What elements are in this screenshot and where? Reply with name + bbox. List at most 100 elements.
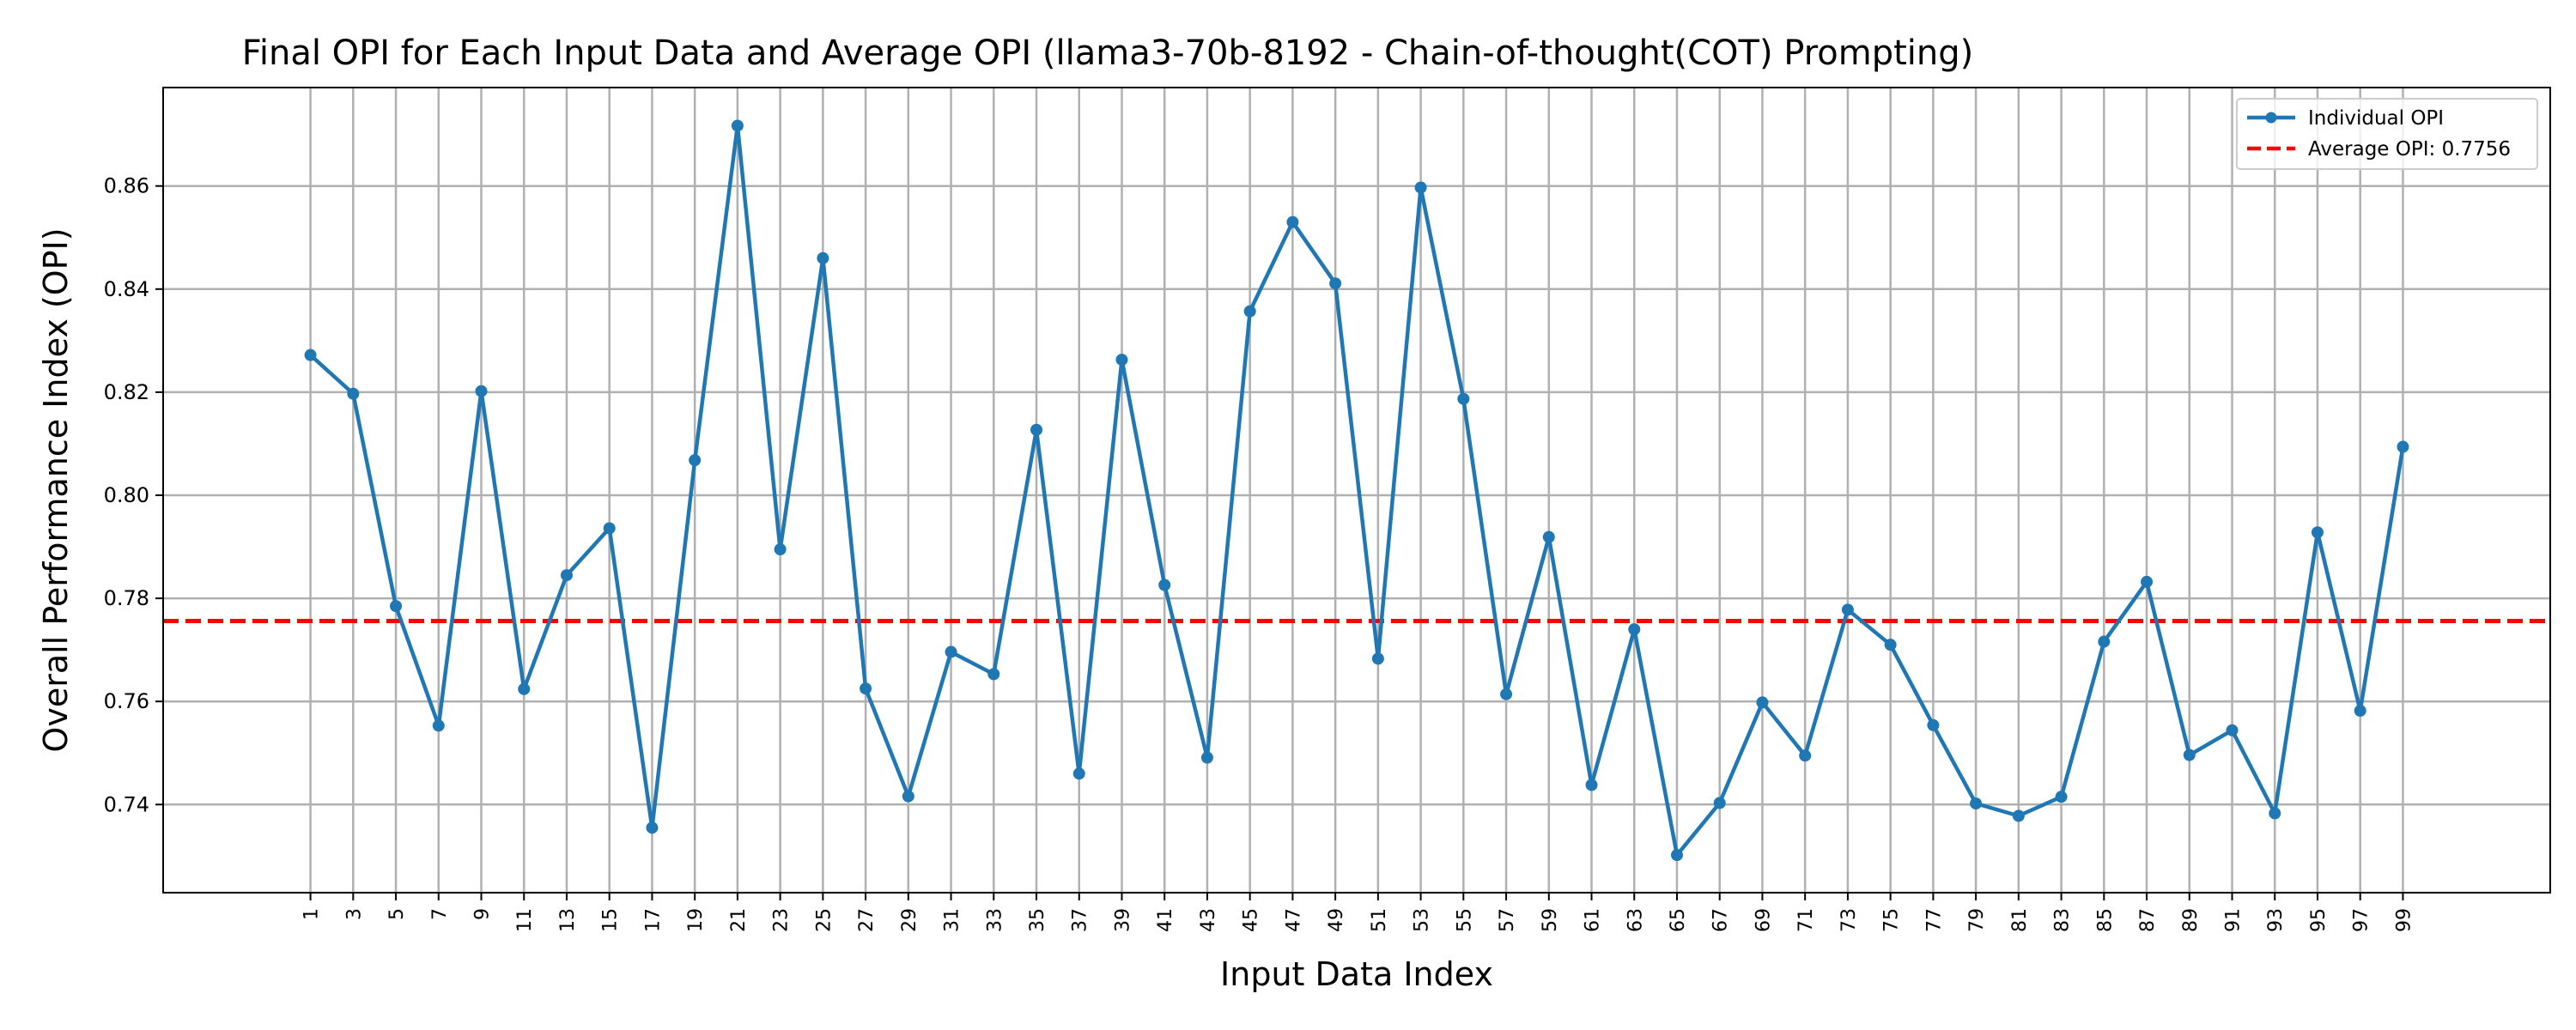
series-layer <box>304 119 2409 862</box>
x-tick-label: 93 <box>2265 908 2287 932</box>
x-tick-label: 7 <box>429 908 451 920</box>
individual-opi-point <box>2226 724 2239 736</box>
x-tick-label: 69 <box>1753 908 1774 932</box>
individual-opi-point <box>1115 354 1128 367</box>
individual-opi-point <box>603 522 616 535</box>
x-tick-label: 39 <box>1112 908 1133 932</box>
x-tick-label: 99 <box>2393 908 2415 932</box>
individual-opi-point <box>1713 797 1726 809</box>
individual-opi-point <box>1329 277 1342 290</box>
x-tick-label: 61 <box>1583 908 1604 932</box>
y-tick-label: 0.84 <box>104 277 149 301</box>
individual-opi-point <box>689 454 702 467</box>
x-tick-label: 63 <box>1625 908 1646 932</box>
individual-opi-point <box>1927 718 1940 731</box>
y-axis-label: Overall Performance Index (OPI) <box>37 227 75 752</box>
x-tick-label: 77 <box>1923 908 1945 932</box>
x-tick-label: 55 <box>1454 908 1475 932</box>
x-tick-label: 11 <box>514 908 536 932</box>
x-tick-label: 19 <box>685 908 707 932</box>
individual-opi-point <box>2183 748 2196 761</box>
individual-opi-point <box>390 600 403 613</box>
individual-opi-line <box>309 124 2405 857</box>
x-tick-label: 43 <box>1198 908 1219 932</box>
individual-opi-point <box>1670 849 1683 862</box>
x-tick-label: 73 <box>1838 908 1860 932</box>
plot-area-frame <box>162 87 2551 894</box>
legend-label-average-opi: Average OPI: 0.7756 <box>2308 138 2511 161</box>
x-tick-label: 25 <box>813 908 835 932</box>
individual-opi-point <box>1542 530 1555 543</box>
individual-opi-point <box>945 645 957 658</box>
x-tick-label: 27 <box>856 908 878 932</box>
x-tick-label: 21 <box>728 908 750 932</box>
x-tick-label: 87 <box>2137 908 2159 932</box>
legend-marker-individual-opi <box>2265 112 2277 124</box>
individual-opi-point <box>2354 705 2366 718</box>
x-tick-label: 5 <box>386 908 408 920</box>
x-tick-label: 51 <box>1369 908 1390 932</box>
individual-opi-point <box>2397 440 2409 453</box>
individual-opi-point <box>518 682 531 695</box>
individual-opi-point <box>1970 797 1983 810</box>
x-tick-label: 83 <box>2052 908 2074 932</box>
legend-label-individual-opi: Individual OPI <box>2308 107 2444 130</box>
individual-opi-point <box>1286 215 1299 228</box>
x-tick-label: 97 <box>2351 908 2372 932</box>
x-tick-label: 49 <box>1326 908 1347 932</box>
x-tick-label: 71 <box>1795 908 1817 932</box>
x-tick-label: 9 <box>472 908 494 920</box>
individual-opi-point <box>1371 652 1384 665</box>
x-tick-label: 79 <box>1966 908 1988 932</box>
x-tick-label: 13 <box>557 908 579 932</box>
individual-opi-point <box>2012 809 2025 822</box>
y-tick-label: 0.82 <box>104 380 149 404</box>
x-tick-label: 35 <box>1027 908 1048 932</box>
individual-opi-point <box>1158 579 1171 591</box>
individual-opi-point <box>731 119 744 132</box>
x-axis-ticks: 1 3 5 7 9 11 13 15 17 19 21 23 25 27 29 31 33 35 37 39 41 43 4… <box>301 893 2415 932</box>
individual-opi-point <box>1414 181 1427 194</box>
legend-box <box>2236 98 2538 170</box>
x-tick-label: 29 <box>899 908 920 932</box>
grid-lines <box>163 88 2550 893</box>
legend: Individual OPI Average OPI: 0.7756 <box>2236 98 2538 170</box>
individual-opi-point <box>1756 696 1769 709</box>
x-tick-label: 81 <box>2009 908 2031 932</box>
chart-title: Final OPI for Each Input Data and Averag… <box>242 33 1973 73</box>
individual-opi-point <box>1500 688 1513 700</box>
x-tick-label: 53 <box>1412 908 1433 932</box>
individual-opi-point <box>774 543 787 556</box>
individual-opi-point <box>860 682 872 695</box>
y-tick-label: 0.86 <box>104 174 149 198</box>
y-axis-ticks: 0.74 0.76 0.78 0.80 0.82 0.84 0.86 <box>104 174 163 816</box>
x-tick-label: 1 <box>301 908 323 920</box>
individual-opi-point <box>1030 423 1043 436</box>
individual-opi-point <box>646 821 659 834</box>
individual-opi-point <box>1200 751 1213 764</box>
individual-opi-point <box>902 790 914 803</box>
individual-opi-point <box>1243 305 1256 318</box>
x-tick-label: 31 <box>942 908 963 932</box>
individual-opi-point <box>2098 635 2111 648</box>
x-tick-label: 47 <box>1283 908 1304 932</box>
x-tick-label: 59 <box>1540 908 1561 932</box>
individual-opi-point <box>1457 392 1470 405</box>
individual-opi-point <box>560 569 573 582</box>
y-tick-label: 0.76 <box>104 689 149 713</box>
y-tick-label: 0.74 <box>104 792 149 816</box>
x-tick-label: 89 <box>2180 908 2202 932</box>
individual-opi-point <box>1799 749 1812 762</box>
individual-opi-point <box>2055 791 2068 803</box>
individual-opi-point <box>987 668 1000 681</box>
x-tick-label: 3 <box>343 908 365 920</box>
x-tick-label: 17 <box>642 908 664 932</box>
y-tick-label: 0.78 <box>104 586 149 610</box>
individual-opi-point <box>1628 623 1641 636</box>
individual-opi-point <box>1585 779 1598 791</box>
x-tick-label: 57 <box>1497 908 1518 932</box>
x-tick-label: 45 <box>1241 908 1262 932</box>
x-tick-label: 95 <box>2308 908 2330 932</box>
individual-opi-point <box>432 719 445 732</box>
